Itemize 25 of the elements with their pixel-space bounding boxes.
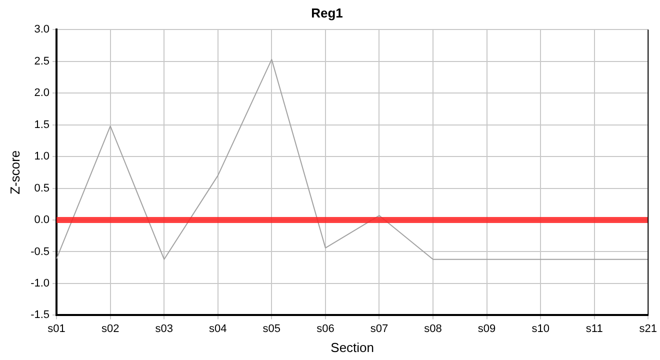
x-tick-label: s08: [424, 322, 442, 335]
y-tick-label: 0.5: [34, 182, 50, 194]
y-tick-label: 2.0: [34, 87, 50, 100]
y-tick-label: -1.0: [30, 278, 50, 290]
x-tick-label: s06: [316, 322, 334, 335]
x-tick-label: s07: [370, 322, 388, 335]
x-tick-label: s01: [48, 322, 66, 335]
y-tick-label: 1.5: [34, 118, 50, 131]
y-tick-label: -0.5: [30, 246, 50, 258]
x-tick-label: s04: [209, 322, 227, 335]
y-tick-label: 1.0: [34, 150, 50, 163]
y-axis-title: Z-score: [7, 150, 22, 194]
x-tick-label: s02: [101, 322, 120, 335]
y-tick-label: -1.5: [30, 309, 50, 322]
x-tick-label: s21: [639, 322, 658, 335]
x-tick-label: s03: [155, 322, 173, 335]
y-tick-label: 2.5: [34, 55, 50, 68]
x-tick-label: s09: [478, 322, 496, 335]
y-tick-label: 0.0: [34, 214, 50, 226]
x-tick-label: s10: [532, 322, 550, 335]
x-tick-label: s11: [586, 322, 603, 335]
x-tick-label: s05: [262, 322, 281, 335]
chart-title: Reg1: [311, 5, 343, 20]
y-tick-label: 3.0: [34, 24, 50, 36]
x-axis-title: Section: [330, 340, 374, 355]
